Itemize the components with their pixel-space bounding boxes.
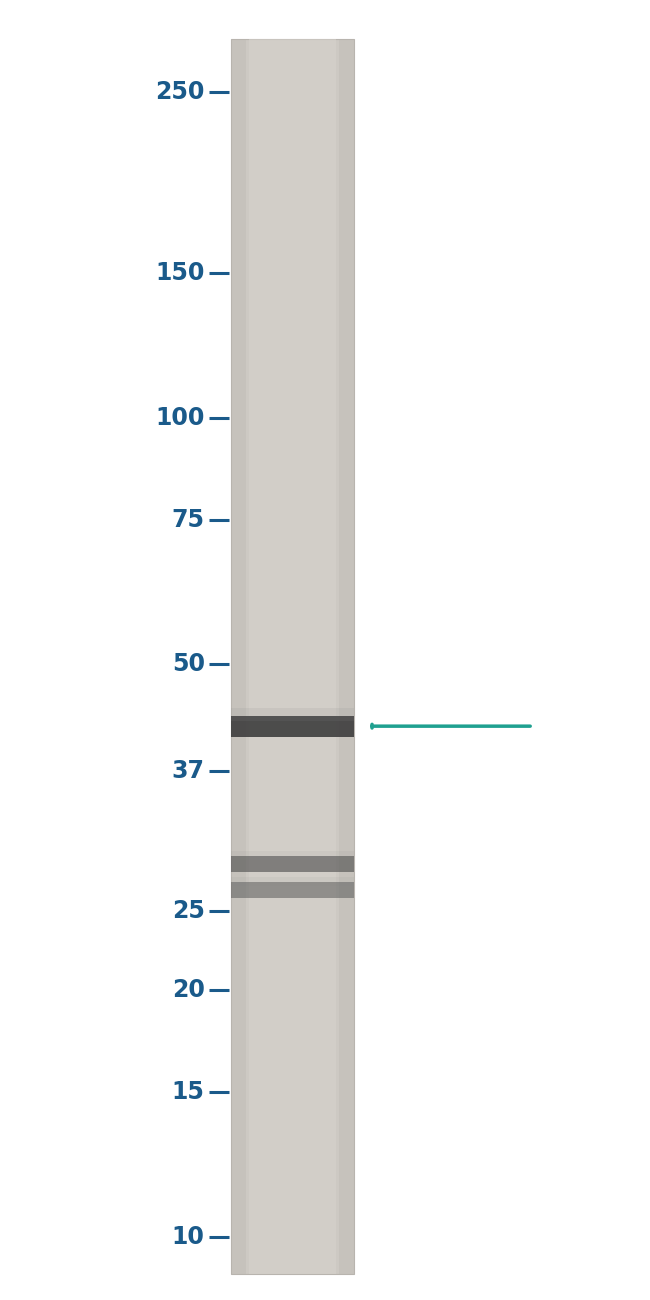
Text: 250: 250 xyxy=(155,79,205,104)
Text: 50: 50 xyxy=(172,653,205,676)
Text: 15: 15 xyxy=(172,1080,205,1104)
Text: 20: 20 xyxy=(172,978,205,1002)
Bar xyxy=(231,39,354,1274)
Bar xyxy=(250,39,336,1274)
Bar xyxy=(231,883,354,898)
Text: 10: 10 xyxy=(172,1225,205,1248)
Text: 100: 100 xyxy=(155,406,205,429)
Text: 37: 37 xyxy=(172,759,205,783)
Bar xyxy=(339,39,354,1274)
Text: 75: 75 xyxy=(172,508,205,532)
Bar xyxy=(231,716,354,737)
Bar xyxy=(231,708,354,722)
Bar xyxy=(231,857,354,872)
Text: 150: 150 xyxy=(155,261,205,286)
Bar xyxy=(231,876,354,887)
Text: 25: 25 xyxy=(172,898,205,923)
Bar xyxy=(231,39,246,1274)
Bar xyxy=(231,850,354,861)
